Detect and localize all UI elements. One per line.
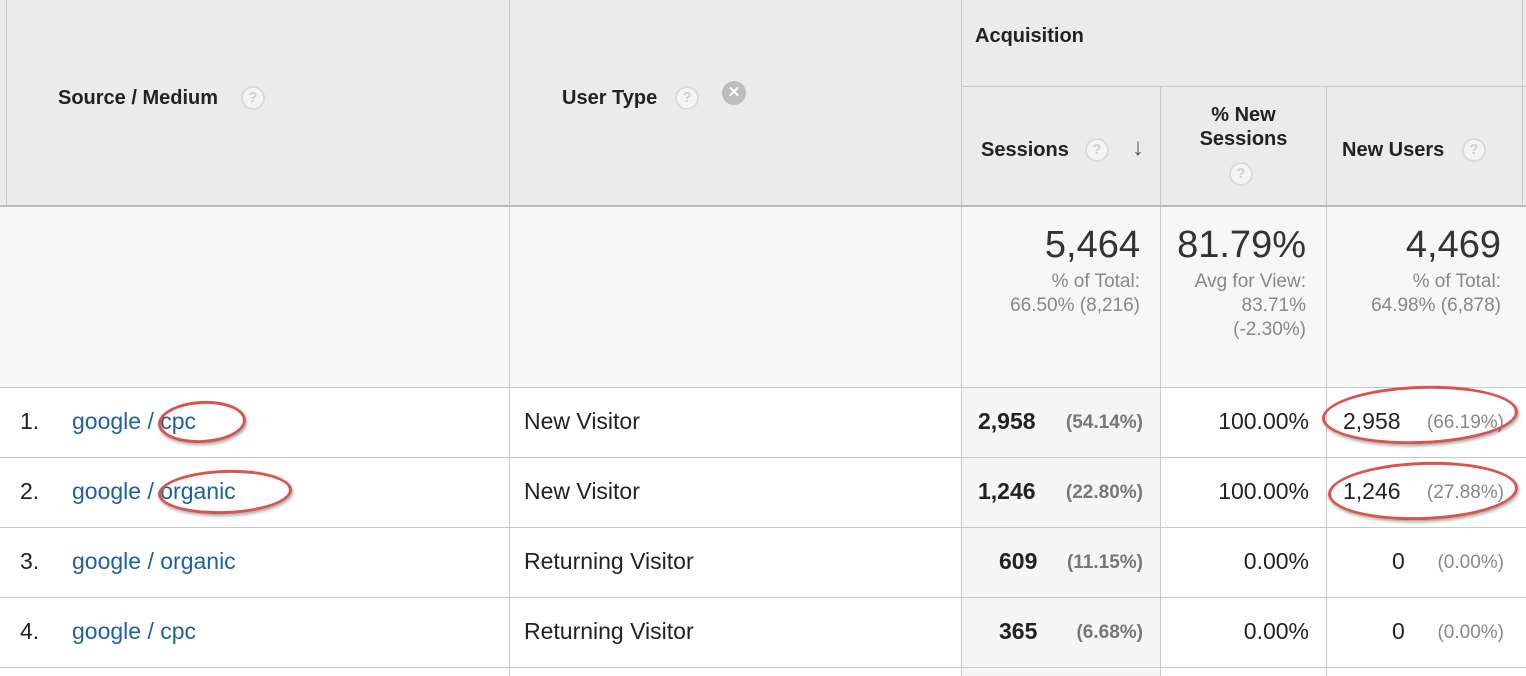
sessions-percent: (6.68%) [1076, 622, 1143, 643]
new-sessions-value: 0.00% [1243, 618, 1309, 644]
totals-row [0, 207, 1526, 387]
new-users-percent: (27.88%) [1426, 482, 1504, 503]
sessions-value: 2,958 [978, 408, 1036, 434]
new-users-value: 0 [1392, 618, 1405, 644]
total-sessions: 5,464 [1044, 224, 1140, 266]
sessions-value: 609 [999, 548, 1038, 574]
new-users-value: 0 [1392, 548, 1405, 574]
sessions-percent: (22.80%) [1065, 482, 1143, 503]
row-number: 1. [20, 408, 40, 434]
source-medium-link[interactable]: google / organic [72, 548, 236, 574]
sessions-value: 365 [999, 618, 1038, 644]
header-user-type[interactable]: User Type [562, 87, 658, 109]
sort-descending-icon[interactable]: ↓ [1132, 134, 1144, 161]
remove-dimension-icon[interactable]: ✕ [722, 81, 746, 105]
total-new-sessions-avg: 83.71% [1241, 295, 1306, 316]
sessions-percent: (11.15%) [1066, 552, 1143, 573]
new-users-percent: (0.00%) [1437, 552, 1504, 573]
sessions-value: 1,246 [978, 478, 1036, 504]
new-sessions-value: 100.00% [1218, 408, 1309, 434]
header-source-medium[interactable]: Source / Medium [58, 87, 219, 109]
new-sessions-value: 100.00% [1218, 478, 1309, 504]
row-number: 3. [20, 548, 40, 574]
help-icon[interactable]: ? [1462, 138, 1486, 162]
row-number: 2. [20, 478, 40, 504]
total-new-sessions-delta: (-2.30%) [1233, 319, 1306, 340]
total-new-sessions: 81.79% [1177, 224, 1306, 266]
new-users-value: 1,246 [1343, 478, 1401, 504]
total-new-users-detail: 64.98% (6,878) [1371, 295, 1501, 316]
source-medium-link[interactable]: google / organic [72, 478, 236, 504]
header-new-sessions[interactable]: % New Sessions [1161, 103, 1326, 151]
header-new-users[interactable]: New Users [1342, 139, 1445, 161]
user-type-cell: Returning Visitor [524, 618, 694, 644]
user-type-cell: New Visitor [524, 408, 640, 434]
new-users-percent: (0.00%) [1437, 622, 1504, 643]
header-acquisition: Acquisition [975, 25, 1084, 47]
help-icon[interactable]: ? [1229, 162, 1253, 186]
sessions-percent: (54.14%) [1065, 412, 1143, 433]
total-sessions-detail: 66.50% (8,216) [1010, 295, 1140, 316]
header-new-sessions-line2: Sessions [1199, 128, 1288, 150]
help-icon[interactable]: ? [1085, 138, 1109, 162]
source-medium-link[interactable]: google / cpc [72, 408, 197, 434]
header-sessions[interactable]: Sessions [981, 139, 1069, 161]
source-medium-link[interactable]: google / cpc [72, 618, 197, 644]
user-type-cell: Returning Visitor [524, 548, 694, 574]
new-users-value: 2,958 [1343, 408, 1401, 434]
header-new-sessions-line1: % New [1211, 104, 1276, 126]
user-type-cell: New Visitor [524, 478, 640, 504]
total-new-users-label: % of Total: [1412, 271, 1501, 292]
new-sessions-value: 0.00% [1243, 548, 1309, 574]
help-icon[interactable]: ? [241, 86, 265, 110]
help-icon[interactable]: ? [675, 86, 699, 110]
total-new-sessions-label: Avg for View: [1194, 271, 1306, 292]
total-new-users: 4,469 [1405, 224, 1501, 266]
sessions-column-highlight [962, 388, 1161, 676]
row-number: 4. [20, 618, 40, 644]
new-users-percent: (66.19%) [1426, 412, 1504, 433]
total-sessions-label: % of Total: [1051, 271, 1140, 292]
